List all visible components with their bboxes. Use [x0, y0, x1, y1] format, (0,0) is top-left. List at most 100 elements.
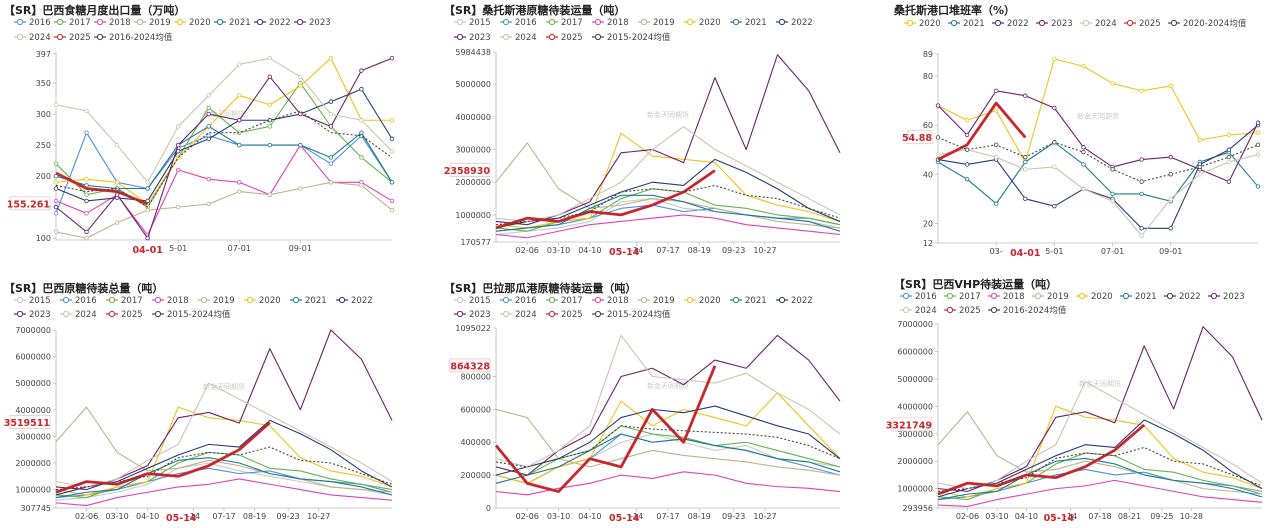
legend-marker: [594, 33, 602, 41]
data-point-2022: [1168, 226, 1173, 231]
legend-label: 2020: [259, 296, 281, 306]
legend-label: 2016: [29, 18, 51, 28]
legend-item-2021: 2021: [730, 296, 767, 306]
legend-marker: [56, 18, 64, 26]
legend-label: 2022: [791, 296, 813, 306]
y-tick-label: 2000000: [897, 457, 933, 466]
watermark-text: 新金天同期货: [1077, 112, 1119, 121]
legend-marker: [548, 296, 556, 304]
data-point-2023: [1255, 120, 1261, 125]
x-tick-label: 08-19: [243, 512, 266, 521]
legend-marker: [502, 33, 510, 41]
y-tick-label: 397: [36, 50, 51, 59]
chart-title-6: 【SR】巴西VHP待装运量（吨）: [894, 278, 1058, 291]
data-point-2020: [1052, 56, 1057, 62]
data-point-2022: [359, 87, 364, 92]
legend-label: 2022: [791, 18, 813, 28]
data-point-2019: [84, 235, 89, 241]
y-tick-label: 4000000: [897, 402, 933, 411]
y-tick-label: 800000: [460, 372, 491, 381]
data-point-2024: [1168, 196, 1173, 202]
legend-label: 2022: [1007, 19, 1029, 29]
data-point-2019: [359, 183, 364, 188]
chart-panel-6: 【SR】巴西VHP待装运量（吨） 2016 2017 2018 2019 2020 202…: [886, 270, 1280, 528]
data-point-2019: [53, 229, 59, 235]
legend-label: 2019: [1047, 292, 1069, 302]
current-value-box: [9, 196, 51, 211]
legend-marker: [640, 296, 648, 304]
data-point-2023: [359, 68, 364, 73]
data-point-2021: [1139, 191, 1144, 197]
x-tick-label: 09-01: [1159, 247, 1182, 256]
legend-marker: [338, 296, 346, 304]
series-line-2020: [937, 405, 1263, 498]
series-line-2025: [937, 423, 1146, 496]
data-point-2023: [1023, 93, 1028, 98]
data-point-2020-2024均值: [1255, 142, 1261, 148]
data-point-2023: [389, 56, 395, 61]
legend-marker: [1166, 292, 1174, 300]
x-tick-label: 04-10: [1015, 512, 1038, 521]
x-tick-label: 03-10: [547, 246, 570, 255]
legend-label: 2024: [75, 310, 97, 320]
legend-item-2022: 2022: [336, 296, 373, 306]
series-line-2024: [937, 381, 1263, 490]
legend-item-2017: 2017: [54, 18, 91, 28]
legend-item-2022: 2022: [776, 18, 813, 28]
data-point-2018: [175, 167, 181, 173]
legend-marker: [548, 310, 556, 318]
data-point-2021: [298, 142, 303, 148]
legend-marker: [456, 33, 464, 41]
y-tick-label: 12: [923, 239, 933, 248]
legend: 2015 2016 2017 2018 2019 2020 2021 2022 2023 2024…: [454, 296, 813, 320]
series-line-2017: [55, 82, 393, 208]
data-point-2023: [1168, 154, 1173, 160]
series-line-2018: [55, 478, 393, 507]
legend-item-2024: 2024: [500, 33, 537, 43]
x-tick-label: 07-17: [656, 512, 679, 521]
data-point-2024: [359, 118, 364, 123]
data-point-2019: [298, 186, 303, 191]
y-tick-label: 100: [36, 234, 51, 243]
legend-label: 2016: [915, 292, 937, 302]
data-point-2017: [84, 192, 89, 197]
data-point-2021: [993, 201, 999, 206]
legend-item-2024: 2024: [900, 306, 937, 316]
legend-item-2016: 2016: [14, 18, 51, 28]
data-point-2018: [389, 198, 395, 204]
data-point-2020: [298, 83, 303, 89]
data-point-2024: [145, 180, 150, 185]
legend-marker: [292, 296, 300, 304]
y-tick-label: 200000: [460, 471, 491, 480]
series-line-2025: [55, 421, 271, 494]
data-point-2021: [964, 176, 970, 182]
legend-item-2016-2024均值: 2016-2024均值: [94, 32, 173, 43]
x-tick-label: 04-10: [578, 512, 601, 521]
legend-marker: [96, 33, 104, 41]
current-value-box: [907, 130, 933, 145]
y-tick-label: 3000000: [455, 146, 491, 155]
legend-item-2021: 2021: [290, 296, 327, 306]
legend-marker: [686, 296, 694, 304]
data-point-2024: [1255, 152, 1261, 157]
legend-label: 2021: [1135, 292, 1157, 302]
watermark-text: 新金天同期货: [203, 109, 245, 118]
series-line-2021: [937, 457, 1263, 501]
chart-panel-3: 桑托斯港口堆班率（%） 2020 2021 2022 2023 2024 2025 2020…: [890, 0, 1280, 264]
legend-marker: [16, 310, 24, 318]
y-tick-label: 20: [923, 219, 933, 228]
legend-label: 2020: [189, 18, 211, 28]
legend-label: 2018: [607, 18, 629, 28]
x-tick-label: 07-17: [656, 246, 679, 255]
legend-marker: [456, 310, 464, 318]
legend-marker: [16, 296, 24, 304]
data-point-2024: [1023, 167, 1028, 172]
legend-item-2016: 2016: [900, 292, 937, 302]
legend-marker: [200, 296, 208, 304]
legend-item-2024: 2024: [60, 310, 97, 320]
legend-marker: [456, 18, 464, 26]
watermark-text: 新金天同期货: [1079, 379, 1121, 388]
legend-marker: [136, 18, 144, 26]
legend-label: 2016-2024均值: [109, 32, 173, 43]
series-line-2024: [937, 149, 1259, 237]
